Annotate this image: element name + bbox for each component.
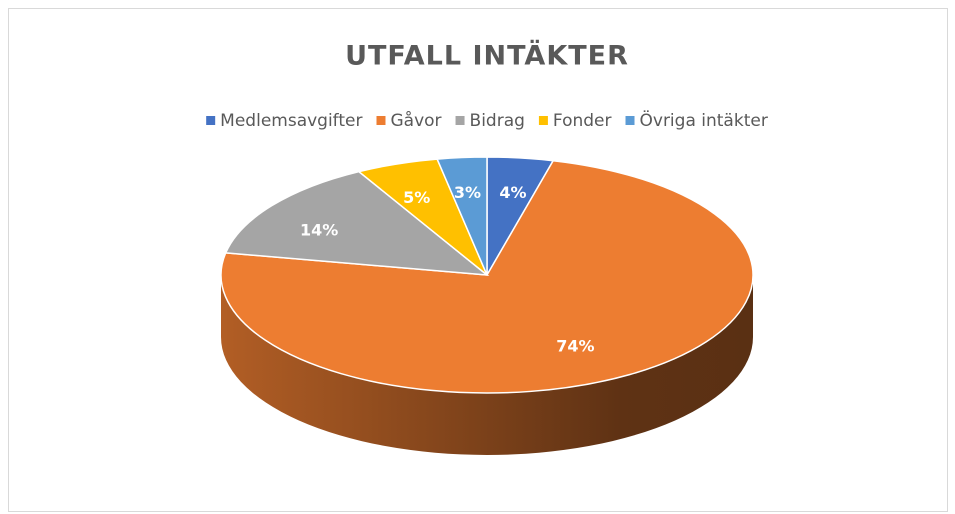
data-label: 4% — [499, 183, 526, 202]
legend-label: Medlemsavgifter — [220, 111, 362, 131]
legend-label: Övriga intäkter — [640, 109, 768, 131]
data-label: 74% — [556, 336, 594, 355]
legend-swatch — [206, 116, 216, 125]
legend-label: Bidrag — [470, 111, 525, 131]
legend-swatch — [376, 116, 386, 125]
data-label: 5% — [403, 188, 430, 207]
pie-slice — [220, 159, 754, 394]
legend-label: Fonder — [553, 111, 612, 131]
legend-swatch — [538, 116, 548, 125]
pie-slice — [224, 170, 490, 276]
chart-title: UTFALL INTÄKTER — [345, 40, 629, 72]
legend: Medlemsavgifter Gåvor Bidrag Fonder Övriga i… — [206, 109, 768, 131]
data-label: 3% — [454, 183, 481, 202]
pie-slice — [436, 156, 488, 276]
legend-swatch — [455, 116, 465, 125]
pie-side — [221, 275, 753, 455]
legend-label: Gåvor — [390, 110, 441, 131]
data-label: 14% — [300, 220, 338, 239]
legend-swatch — [625, 116, 635, 125]
